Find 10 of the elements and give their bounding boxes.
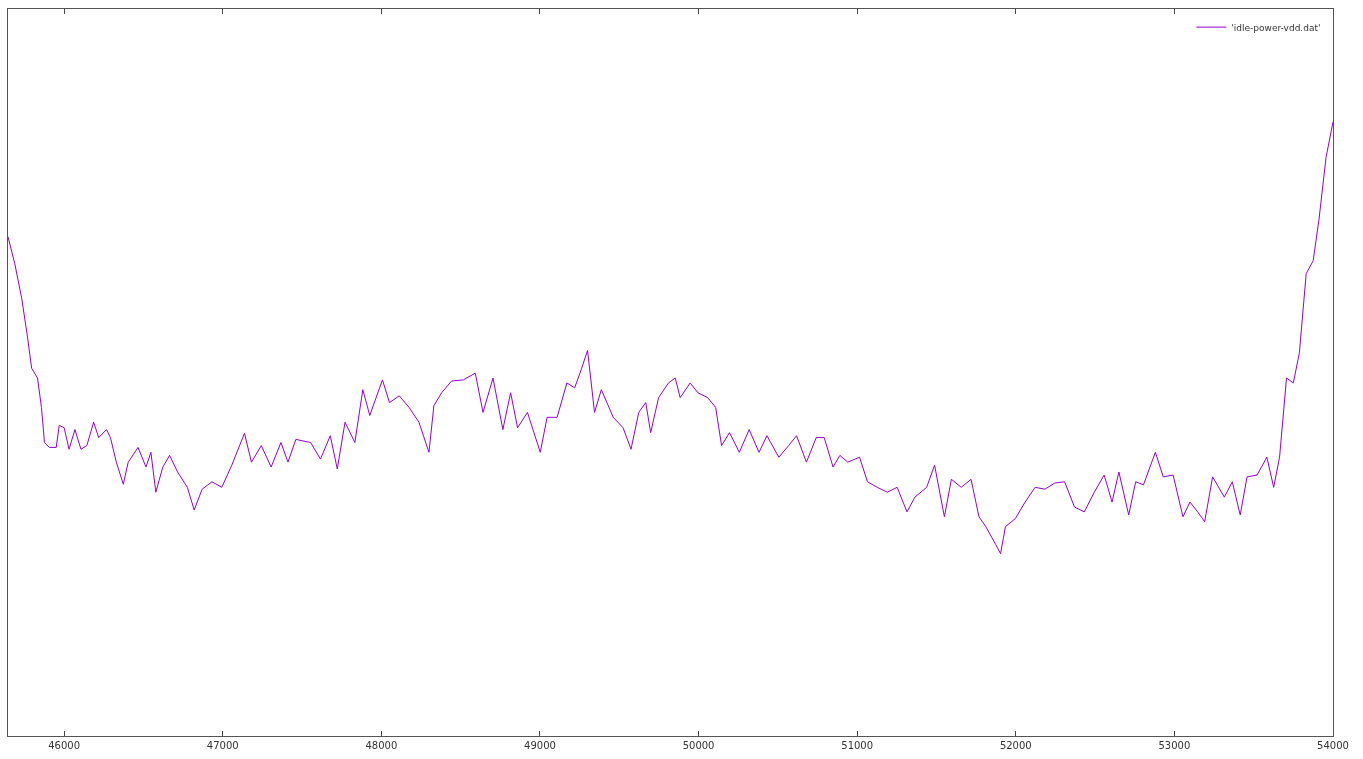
x-tick-label: 51000 — [841, 740, 874, 751]
x-tick-label: 47000 — [206, 740, 239, 751]
x-tick-label: 48000 — [365, 740, 398, 751]
x-tick-label: 54000 — [1317, 740, 1349, 751]
x-tick-label: 53000 — [1158, 740, 1191, 751]
x-tick-label: 49000 — [524, 740, 556, 751]
x-tick-label: 50000 — [682, 740, 715, 751]
x-tick-label: 46000 — [48, 740, 81, 751]
x-tick-label: 52000 — [999, 740, 1032, 751]
legend-label: 'idle-power-vdd.dat' — [1231, 22, 1321, 33]
